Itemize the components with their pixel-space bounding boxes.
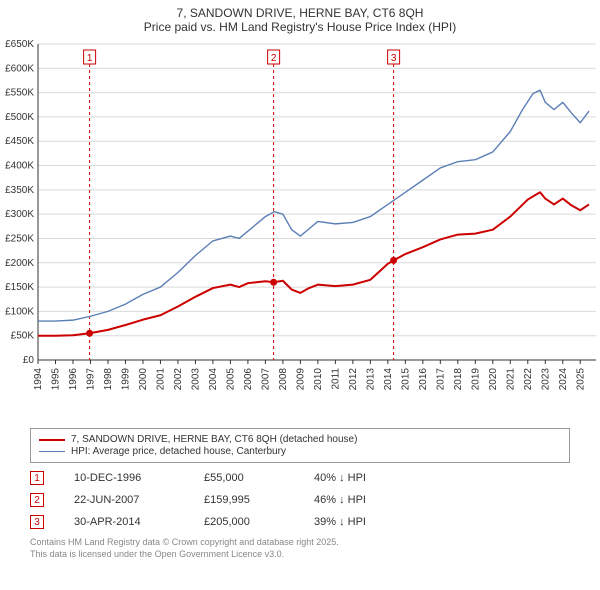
svg-text:2013: 2013 (365, 368, 376, 391)
svg-text:2018: 2018 (453, 368, 464, 391)
footer-line-2: This data is licensed under the Open Gov… (30, 549, 570, 561)
svg-text:£150K: £150K (5, 282, 34, 293)
svg-text:£400K: £400K (5, 161, 34, 172)
event-row: 2 22-JUN-2007 £159,995 46% ↓ HPI (30, 493, 570, 507)
svg-text:2008: 2008 (278, 368, 289, 391)
svg-text:1996: 1996 (68, 368, 79, 391)
event-marker: 2 (30, 493, 44, 507)
svg-text:£650K: £650K (5, 39, 34, 50)
svg-text:2015: 2015 (400, 368, 411, 391)
svg-text:1994: 1994 (33, 368, 44, 391)
svg-text:1: 1 (87, 53, 93, 64)
legend-row: 7, SANDOWN DRIVE, HERNE BAY, CT6 8QH (de… (39, 434, 561, 445)
event-price: £55,000 (204, 472, 284, 484)
svg-text:2002: 2002 (173, 368, 184, 391)
svg-text:2011: 2011 (330, 368, 341, 390)
event-marker: 1 (30, 471, 44, 485)
event-date: 10-DEC-1996 (74, 472, 174, 484)
footer-line-1: Contains HM Land Registry data © Crown c… (30, 537, 570, 549)
svg-text:£0: £0 (23, 355, 35, 366)
legend-row: HPI: Average price, detached house, Cant… (39, 446, 561, 457)
svg-text:2000: 2000 (138, 368, 149, 391)
svg-text:2006: 2006 (243, 368, 254, 391)
svg-text:£250K: £250K (5, 233, 34, 244)
svg-text:£350K: £350K (5, 185, 34, 196)
svg-text:2004: 2004 (208, 368, 219, 391)
events-table: 1 10-DEC-1996 £55,000 40% ↓ HPI 2 22-JUN-2007… (30, 471, 570, 529)
line-chart-svg: £0 £50K £100K £150K £200K £250K £300K £350K £400… (0, 36, 600, 426)
svg-text:2020: 2020 (488, 368, 499, 391)
event-diff: 46% ↓ HPI (314, 494, 404, 506)
legend-label: 7, SANDOWN DRIVE, HERNE BAY, CT6 8QH (de… (71, 434, 357, 445)
title-line-2: Price paid vs. HM Land Registry's House … (4, 20, 596, 34)
svg-text:2017: 2017 (435, 368, 446, 391)
svg-text:2003: 2003 (190, 368, 201, 391)
svg-text:2007: 2007 (260, 368, 271, 391)
svg-text:2024: 2024 (558, 368, 569, 391)
event-price: £205,000 (204, 516, 284, 528)
svg-text:2019: 2019 (470, 368, 481, 391)
svg-text:1995: 1995 (50, 368, 61, 391)
svg-text:£500K: £500K (5, 112, 34, 123)
event-row: 3 30-APR-2014 £205,000 39% ↓ HPI (30, 515, 570, 529)
svg-text:2005: 2005 (225, 368, 236, 391)
svg-text:1998: 1998 (103, 368, 114, 391)
attribution-footer: Contains HM Land Registry data © Crown c… (30, 537, 570, 560)
svg-text:£550K: £550K (5, 88, 34, 99)
svg-text:2022: 2022 (523, 368, 534, 391)
svg-text:1997: 1997 (85, 368, 96, 391)
svg-text:2009: 2009 (295, 368, 306, 391)
event-row: 1 10-DEC-1996 £55,000 40% ↓ HPI (30, 471, 570, 485)
svg-text:2025: 2025 (575, 368, 586, 391)
svg-text:£300K: £300K (5, 209, 34, 220)
svg-text:1999: 1999 (120, 368, 131, 391)
event-date: 22-JUN-2007 (74, 494, 174, 506)
event-diff: 39% ↓ HPI (314, 516, 404, 528)
svg-text:2014: 2014 (383, 368, 394, 391)
title-line-1: 7, SANDOWN DRIVE, HERNE BAY, CT6 8QH (4, 6, 596, 20)
legend-swatch (39, 439, 65, 441)
svg-text:2: 2 (271, 53, 277, 64)
chart-area: £0 £50K £100K £150K £200K £250K £300K £350K £400… (0, 36, 600, 426)
svg-text:£50K: £50K (11, 331, 35, 342)
chart-header: 7, SANDOWN DRIVE, HERNE BAY, CT6 8QH Pri… (0, 0, 600, 36)
svg-text:2010: 2010 (313, 368, 324, 391)
event-marker: 3 (30, 515, 44, 529)
svg-text:2012: 2012 (348, 368, 359, 391)
svg-text:£600K: £600K (5, 63, 34, 74)
svg-text:2001: 2001 (155, 368, 166, 391)
svg-text:£100K: £100K (5, 306, 34, 317)
event-diff: 40% ↓ HPI (314, 472, 404, 484)
legend: 7, SANDOWN DRIVE, HERNE BAY, CT6 8QH (de… (30, 428, 570, 463)
svg-text:£200K: £200K (5, 258, 34, 269)
event-date: 30-APR-2014 (74, 516, 174, 528)
svg-text:2021: 2021 (505, 368, 516, 391)
svg-text:2016: 2016 (418, 368, 429, 391)
svg-text:2023: 2023 (540, 368, 551, 391)
svg-text:£450K: £450K (5, 136, 34, 147)
legend-swatch (39, 451, 65, 452)
legend-label: HPI: Average price, detached house, Cant… (71, 446, 286, 457)
event-price: £159,995 (204, 494, 284, 506)
svg-text:3: 3 (391, 53, 397, 64)
